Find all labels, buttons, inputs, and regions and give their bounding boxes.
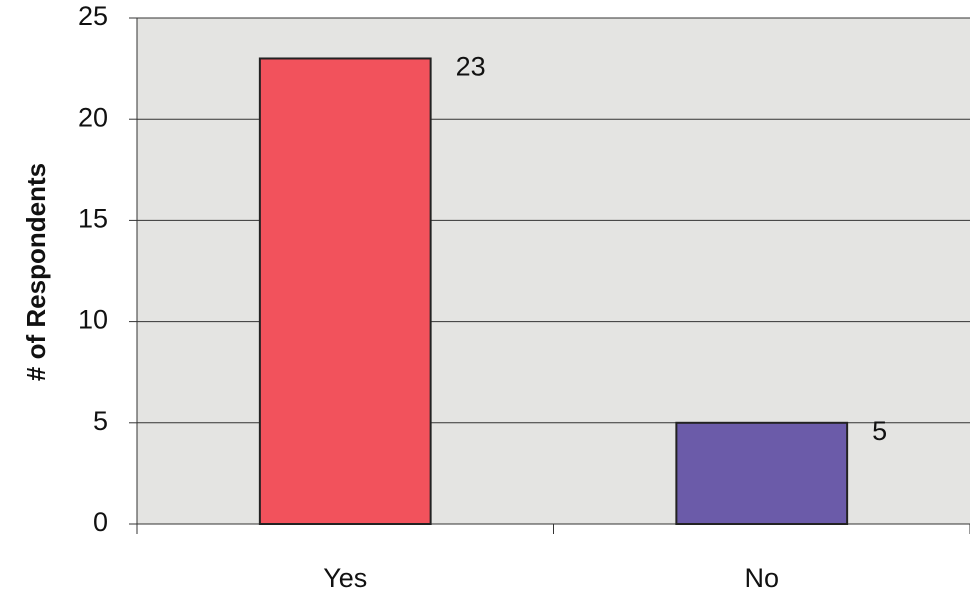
y-tick-label: 20 bbox=[78, 102, 108, 132]
y-tick-label: 5 bbox=[93, 406, 108, 436]
y-tick-label: 10 bbox=[78, 305, 108, 335]
y-axis-label: # of Respondents bbox=[21, 163, 51, 381]
y-tick-label: 15 bbox=[78, 204, 108, 234]
data-label: 5 bbox=[872, 416, 887, 446]
y-tick-label: 25 bbox=[78, 1, 108, 31]
x-tick-label: Yes bbox=[323, 563, 367, 593]
bar bbox=[675, 421, 849, 525]
data-label: 23 bbox=[456, 52, 486, 82]
y-tick-label: 0 bbox=[93, 507, 108, 537]
bar bbox=[258, 57, 432, 525]
x-tick-label: No bbox=[744, 563, 779, 593]
